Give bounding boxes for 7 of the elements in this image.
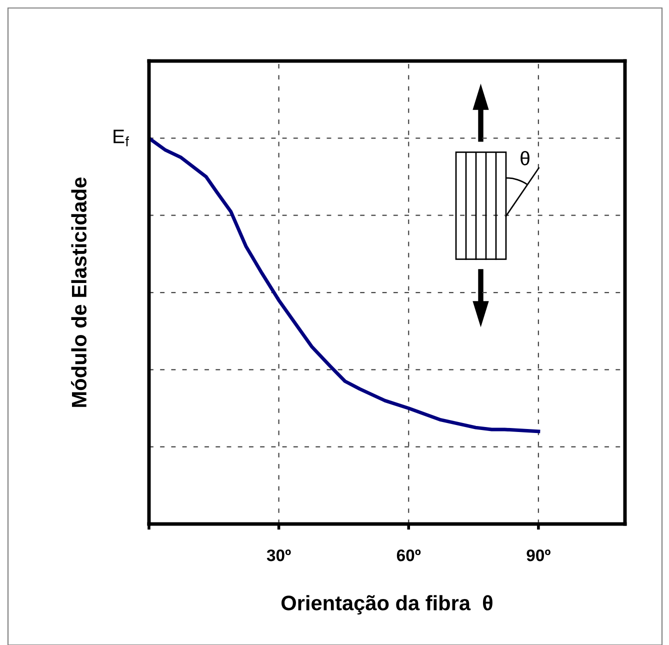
y-axis-title: Módulo de Elasticidade [71,177,87,407]
annotation: θ [520,151,530,166]
x-tick-label: 90º [526,549,550,562]
x-tick-label: 30º [266,549,291,562]
x-axis-title: Orientação da fibra θ [281,595,492,615]
x-tick-label: 60º [396,549,421,562]
annotation: E$_{f}$ [114,130,129,146]
